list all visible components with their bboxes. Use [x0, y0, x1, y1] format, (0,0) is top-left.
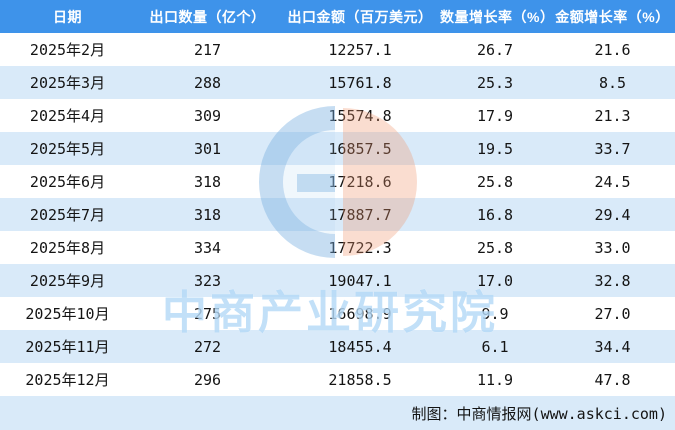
- table-row: 2025年2月 217 12257.1 26.7 21.6: [0, 33, 675, 66]
- table-cell: 309: [135, 99, 280, 132]
- col-header-export-amount: 出口金额（百万美元）: [280, 0, 440, 33]
- table-cell: 323: [135, 264, 280, 297]
- table-cell: 27.0: [550, 297, 675, 330]
- table-cell: 15574.8: [280, 99, 440, 132]
- table-cell: 34.4: [550, 330, 675, 363]
- table-cell: 25.8: [440, 165, 550, 198]
- table-header: 日期 出口数量（亿个） 出口金额（百万美元） 数量增长率（%） 金额增长率（%）: [0, 0, 675, 33]
- table-cell: 17722.3: [280, 231, 440, 264]
- table-body: 2025年2月 217 12257.1 26.7 21.6 2025年3月 288 15761…: [0, 33, 675, 396]
- table-cell: 2025年9月: [0, 264, 135, 297]
- table-cell: 47.8: [550, 363, 675, 396]
- table-cell: 25.3: [440, 66, 550, 99]
- table-cell: 2025年7月: [0, 198, 135, 231]
- table-cell: 17218.6: [280, 165, 440, 198]
- table-cell: 19.5: [440, 132, 550, 165]
- table-cell: 16.8: [440, 198, 550, 231]
- table-row: 2025年8月 334 17722.3 25.8 33.0: [0, 231, 675, 264]
- table-row: 2025年9月 323 19047.1 17.0 32.8: [0, 264, 675, 297]
- table-row: 2025年6月 318 17218.6 25.8 24.5: [0, 165, 675, 198]
- table-cell: 24.5: [550, 165, 675, 198]
- col-header-date: 日期: [0, 0, 135, 33]
- table-cell: 17.0: [440, 264, 550, 297]
- table-row: 2025年11月 272 18455.4 6.1 34.4: [0, 330, 675, 363]
- table-cell: 17.9: [440, 99, 550, 132]
- table-row: 2025年10月 275 16698.9 9.9 27.0: [0, 297, 675, 330]
- table-cell: 296: [135, 363, 280, 396]
- table-cell: 21858.5: [280, 363, 440, 396]
- table-cell: 29.4: [550, 198, 675, 231]
- table-cell: 2025年5月: [0, 132, 135, 165]
- table-row: 2025年7月 318 17887.7 16.8 29.4: [0, 198, 675, 231]
- table-cell: 318: [135, 198, 280, 231]
- col-header-amount-growth: 金额增长率（%）: [550, 0, 675, 33]
- table-cell: 2025年2月: [0, 33, 135, 66]
- table-cell: 301: [135, 132, 280, 165]
- table-cell: 8.5: [550, 66, 675, 99]
- col-header-quantity-growth: 数量增长率（%）: [440, 0, 554, 33]
- table-cell: 32.8: [550, 264, 675, 297]
- table-cell: 6.1: [440, 330, 550, 363]
- table-cell: 275: [135, 297, 280, 330]
- credit-text: 制图：中商情报网(www.askci.com): [411, 404, 667, 423]
- table-cell: 2025年3月: [0, 66, 135, 99]
- table-cell: 318: [135, 165, 280, 198]
- table-cell: 26.7: [440, 33, 550, 66]
- table-cell: 21.6: [550, 33, 675, 66]
- export-data-table: 日期 出口数量（亿个） 出口金额（百万美元） 数量增长率（%） 金额增长率（%）…: [0, 0, 675, 396]
- table-row: 2025年4月 309 15574.8 17.9 21.3: [0, 99, 675, 132]
- table-row: 2025年12月 296 21858.5 11.9 47.8: [0, 363, 675, 396]
- table-cell: 11.9: [440, 363, 550, 396]
- table-cell: 2025年12月: [0, 363, 135, 396]
- table-row: 2025年3月 288 15761.8 25.3 8.5: [0, 66, 675, 99]
- table-cell: 2025年11月: [0, 330, 135, 363]
- table-cell: 33.0: [550, 231, 675, 264]
- table-cell: 217: [135, 33, 280, 66]
- table-cell: 17887.7: [280, 198, 440, 231]
- table-cell: 12257.1: [280, 33, 440, 66]
- table-header-row: 日期 出口数量（亿个） 出口金额（百万美元） 数量增长率（%） 金额增长率（%）: [0, 0, 675, 33]
- table-cell: 288: [135, 66, 280, 99]
- table-cell: 334: [135, 231, 280, 264]
- table-cell: 33.7: [550, 132, 675, 165]
- credit-bar: 制图：中商情报网(www.askci.com): [0, 396, 675, 430]
- table-cell: 2025年6月: [0, 165, 135, 198]
- table-cell: 272: [135, 330, 280, 363]
- table-cell: 25.8: [440, 231, 550, 264]
- table-cell: 19047.1: [280, 264, 440, 297]
- table-cell: 2025年10月: [0, 297, 135, 330]
- table-cell: 9.9: [440, 297, 550, 330]
- table-cell: 2025年8月: [0, 231, 135, 264]
- table-cell: 21.3: [550, 99, 675, 132]
- table-cell: 2025年4月: [0, 99, 135, 132]
- table-cell: 16857.5: [280, 132, 440, 165]
- table-row: 2025年5月 301 16857.5 19.5 33.7: [0, 132, 675, 165]
- table-cell: 15761.8: [280, 66, 440, 99]
- table-cell: 16698.9: [280, 297, 440, 330]
- table-cell: 18455.4: [280, 330, 440, 363]
- col-header-export-quantity: 出口数量（亿个）: [135, 0, 280, 33]
